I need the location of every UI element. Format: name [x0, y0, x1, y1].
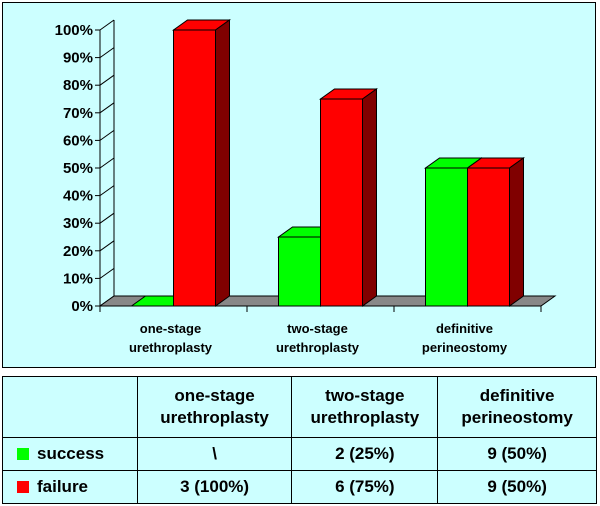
y-tick-depth	[99, 129, 115, 141]
data-table: one-stage urethroplasty two-stage urethr…	[2, 376, 597, 504]
category-label: two-stage	[287, 321, 348, 336]
y-tick-label: 20%	[63, 243, 93, 260]
y-tick-depth	[99, 157, 115, 169]
y-tick-depth	[99, 212, 115, 224]
y-tick-depth	[99, 19, 115, 31]
bar-failure-front	[320, 98, 363, 307]
table-cell: 9 (50%)	[437, 470, 597, 504]
y-tick-label: 10%	[63, 270, 93, 287]
table-header-cell: definitive perineostomy	[437, 376, 597, 438]
y-tick-label: 70%	[63, 105, 93, 122]
header-line: two-stage	[325, 386, 405, 405]
y-tick-label: 30%	[63, 215, 93, 232]
bar-failure-front	[467, 167, 510, 307]
y-tick-depth	[99, 47, 115, 59]
table-cell: 2 (25%)	[291, 437, 439, 471]
bar-failure-side	[215, 19, 230, 307]
row-label-cell: failure	[2, 470, 138, 504]
y-tick-depth	[99, 74, 115, 86]
category-label: one-stage	[140, 321, 201, 336]
bar-failure-front	[173, 29, 216, 307]
y-tick-label: 90%	[63, 50, 93, 67]
y-tick-depth	[99, 267, 115, 279]
chart-panel: 0% 10% 20% 30% 40% 50% 60% 70% 80% 90% 100% one-sta…	[2, 2, 596, 368]
table-header-cell: one-stage urethroplasty	[136, 376, 293, 438]
y-tick-depth	[99, 185, 115, 197]
table-header-row: one-stage urethroplasty two-stage urethr…	[2, 376, 597, 438]
category-label: perineostomy	[422, 340, 508, 355]
bar-chart: 0% 10% 20% 30% 40% 50% 60% 70% 80% 90% 100% one-sta…	[55, 19, 557, 355]
row-label-cell: success	[2, 437, 138, 471]
category-label: definitive	[436, 321, 493, 336]
bar-failure-side	[509, 157, 524, 307]
table-cell: 9 (50%)	[437, 437, 597, 471]
row-label: failure	[37, 477, 89, 496]
bar-success-front	[425, 167, 468, 307]
category-label: urethroplasty	[276, 340, 360, 355]
table-row-failure: failure 3 (100%) 6 (75%) 9 (50%)	[2, 470, 597, 504]
y-tick-label: 60%	[63, 132, 93, 149]
success-swatch	[17, 448, 29, 460]
header-line: one-stage	[174, 386, 255, 405]
category-label: urethroplasty	[129, 340, 213, 355]
y-tick-label: 40%	[63, 188, 93, 205]
header-line: definitive	[479, 386, 555, 405]
y-tick-label: 80%	[63, 77, 93, 94]
bar-success-front	[278, 236, 321, 307]
header-line: perineostomy	[461, 408, 573, 427]
table-header-cell: two-stage urethroplasty	[291, 376, 439, 438]
header-line: urethroplasty	[160, 408, 269, 427]
table-corner-cell	[2, 376, 138, 438]
table-cell: \	[136, 437, 293, 471]
y-tick-depth	[99, 240, 115, 252]
y-tick-label: 50%	[63, 160, 93, 177]
failure-swatch	[17, 481, 29, 493]
y-tick-label: 100%	[55, 22, 93, 39]
table-cell: 3 (100%)	[136, 470, 293, 504]
header-line: urethroplasty	[310, 408, 420, 427]
bar-failure-side	[362, 88, 377, 307]
y-tick-depth	[99, 102, 115, 114]
row-label: success	[37, 444, 105, 463]
table-row-success: success \ 2 (25%) 9 (50%)	[2, 437, 597, 471]
y-tick-label: 0%	[71, 298, 93, 315]
table-cell: 6 (75%)	[291, 470, 439, 504]
